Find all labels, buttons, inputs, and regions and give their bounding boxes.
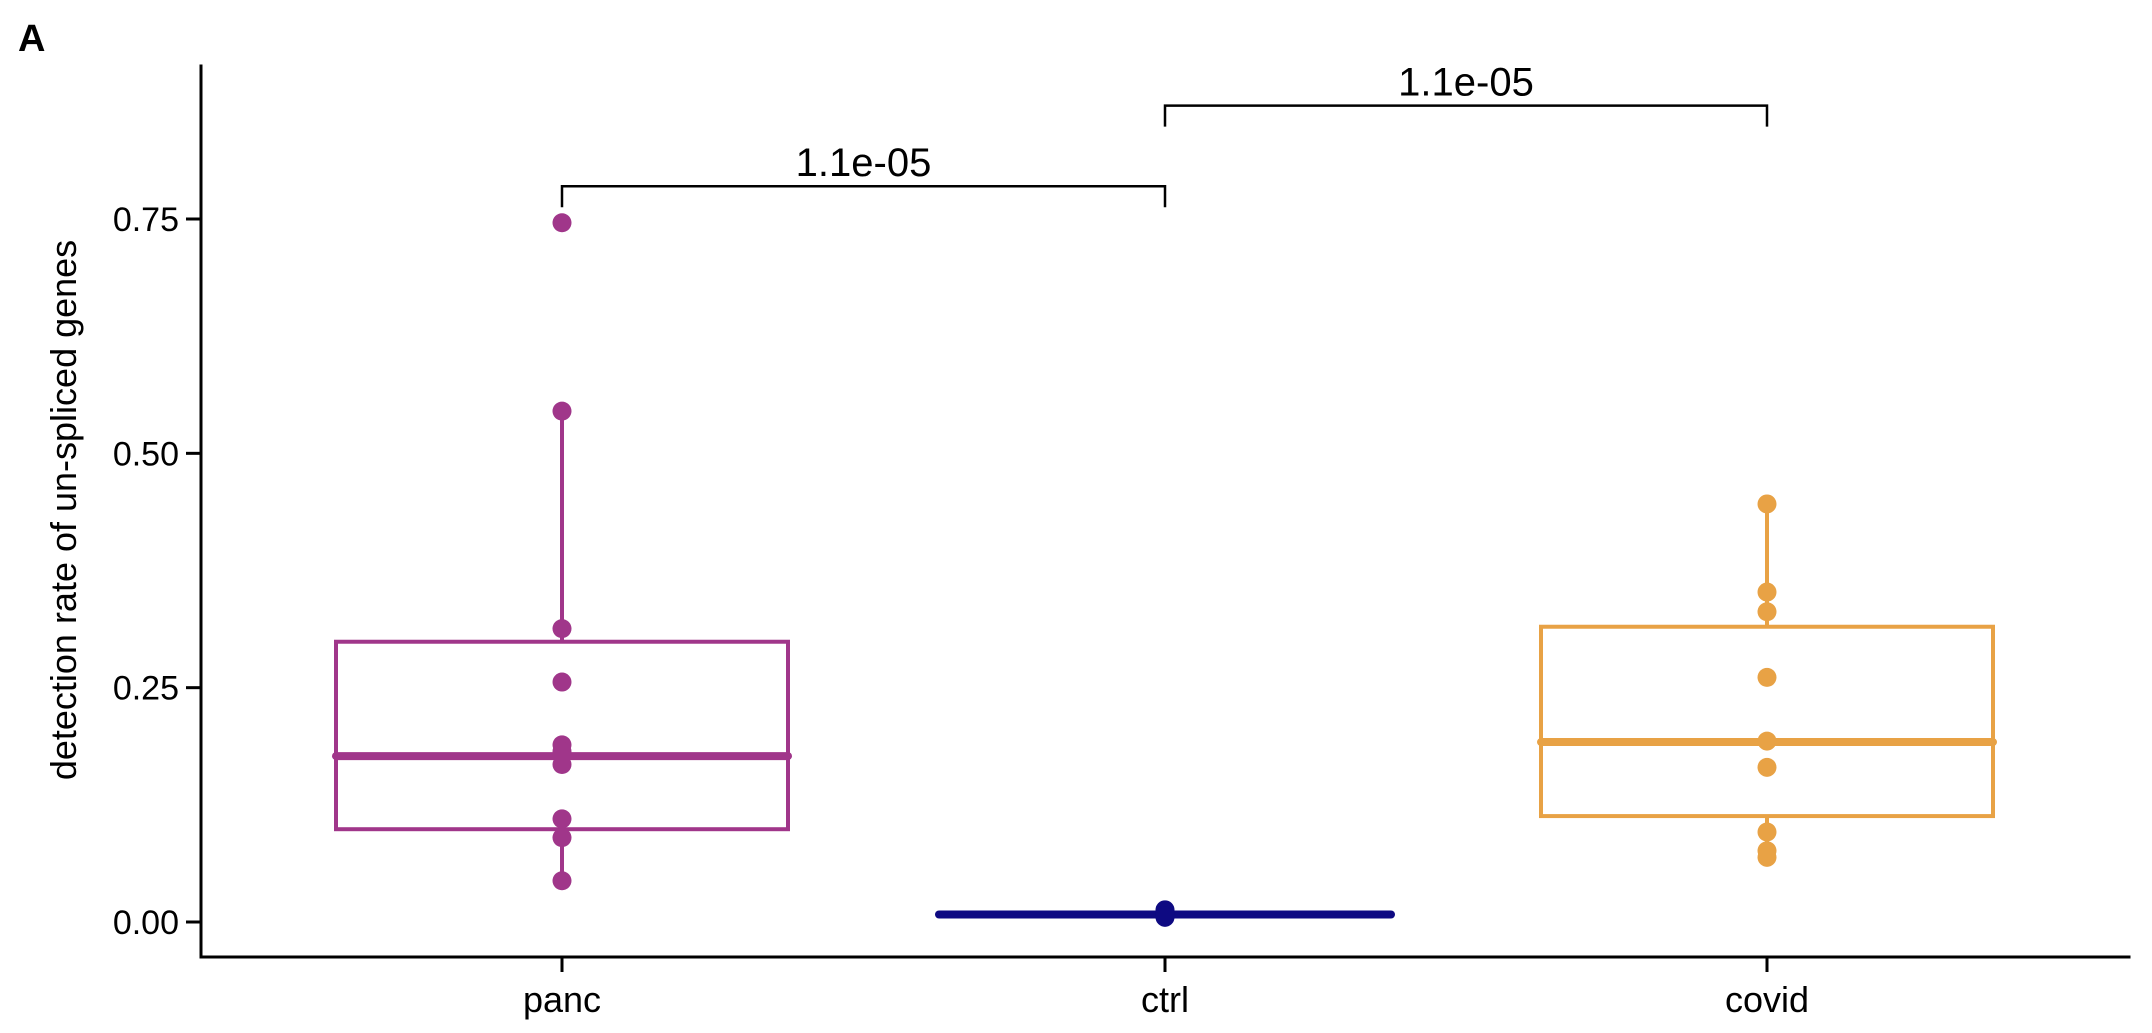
x-axis-ticks: panc ctrl covid bbox=[523, 957, 1809, 1020]
data-point bbox=[552, 871, 572, 891]
bracket-line bbox=[1163, 104, 1769, 127]
panel-label: A bbox=[18, 18, 46, 60]
y-tick-label: 0.25 bbox=[113, 670, 179, 708]
y-tick-label: 0.75 bbox=[113, 201, 179, 239]
x-tick-label-covid: covid bbox=[1725, 979, 1809, 1020]
significance-brackets: 1.1e-05 1.1e-05 bbox=[560, 61, 1769, 208]
data-point bbox=[1757, 731, 1777, 751]
y-tick-label: 0.00 bbox=[113, 904, 179, 942]
p-value-label: 1.1e-05 bbox=[796, 141, 932, 185]
y-axis-label: detection rate of un-spliced genes bbox=[43, 240, 84, 780]
box-panc bbox=[332, 213, 792, 891]
data-point bbox=[1757, 494, 1777, 514]
data-point bbox=[552, 619, 572, 639]
data-point bbox=[1757, 582, 1777, 602]
box-covid bbox=[1537, 494, 1997, 867]
data-point bbox=[552, 809, 572, 829]
data-point bbox=[552, 741, 572, 761]
data-point bbox=[1757, 667, 1777, 687]
significance-bracket-2: 1.1e-05 bbox=[1163, 61, 1769, 127]
box-rect bbox=[1539, 624, 1995, 819]
x-tick-label-panc: panc bbox=[523, 979, 601, 1020]
data-point bbox=[552, 213, 572, 233]
data-point bbox=[1757, 822, 1777, 842]
y-tick-label: 0.50 bbox=[113, 435, 179, 473]
p-value-label: 1.1e-05 bbox=[1398, 61, 1534, 105]
data-point bbox=[1757, 757, 1777, 777]
data-point bbox=[1155, 907, 1175, 927]
bracket-line bbox=[560, 184, 1167, 208]
significance-bracket-1: 1.1e-05 bbox=[560, 141, 1167, 208]
x-tick-label-ctrl: ctrl bbox=[1141, 979, 1189, 1020]
data-point bbox=[552, 401, 572, 421]
y-axis-ticks: 0.00 0.25 0.50 0.75 bbox=[113, 201, 201, 942]
data-point bbox=[1757, 602, 1777, 622]
box-series bbox=[332, 213, 1997, 927]
data-point bbox=[552, 755, 572, 775]
data-point bbox=[552, 828, 572, 848]
data-point bbox=[1757, 847, 1777, 867]
y-axis-title: detection rate of un-spliced genes bbox=[43, 240, 84, 780]
box-ctrl bbox=[935, 900, 1395, 927]
data-point bbox=[552, 672, 572, 692]
